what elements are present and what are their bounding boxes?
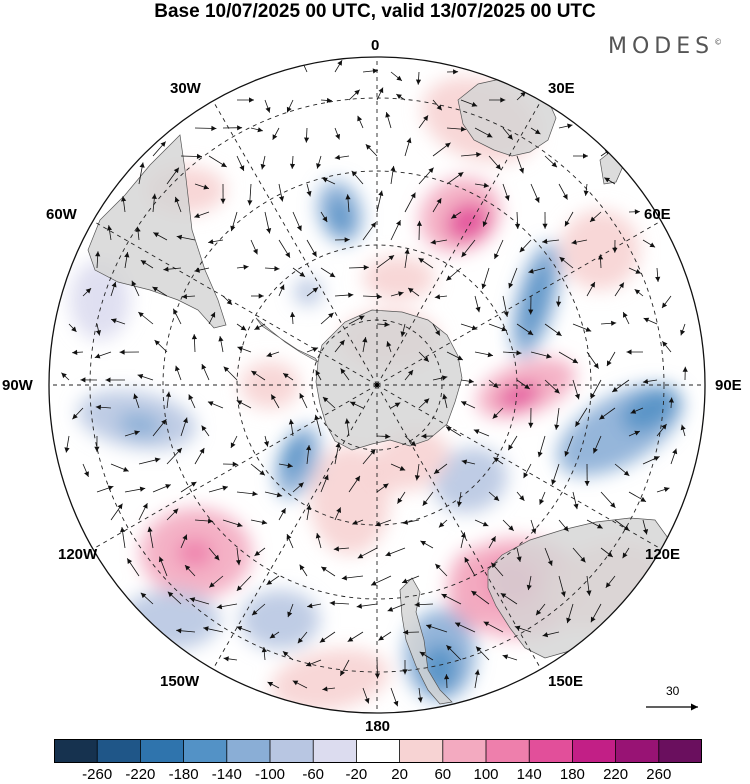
anomaly-blob [560,210,640,290]
reference-vector-arrow [646,704,698,711]
colorbar-tick: -180 [169,766,199,783]
colorbar-tick: 20 [391,766,408,783]
antarctica-land [316,310,462,450]
lon-label-150w: 150W [160,673,199,690]
colorbar-swatch [54,739,98,763]
colorbar-swatch [443,739,487,763]
colorbar-swatch [572,739,616,763]
colorbar-tick: -220 [125,766,155,783]
colorbar-swatch [184,739,228,763]
colorbar-swatch [486,739,530,763]
colorbar-tick: 60 [434,766,451,783]
anomaly-blob [240,590,320,650]
colorbar-swatch [313,739,357,763]
colorbar-swatch [97,739,141,763]
lon-label-120w: 120W [58,546,97,563]
lon-label-60e: 60E [644,206,671,223]
colorbar-swatch [659,739,702,763]
reference-vector-label: 30 [666,684,679,698]
lon-label-30w: 30W [170,80,201,97]
colorbar-swatch [227,739,270,763]
colorbar-swatch [616,739,660,763]
colorbar-tick-labels: -260 -220 -180 -140 -100 -60 -20 20 60 100 140 180 2… [0,766,750,784]
colorbar-tick: -100 [255,766,285,783]
lon-label-180: 180 [365,718,390,735]
colorbar-tick: 100 [473,766,498,783]
colorbar [54,739,702,763]
colorbar-tick: -140 [212,766,242,783]
colorbar-swatch [356,739,400,763]
colorbar-swatch [400,739,444,763]
colorbar-swatch [270,739,314,763]
anomaly-blob [120,590,220,650]
colorbar-tick: 180 [560,766,585,783]
lon-label-120e: 120E [645,546,680,563]
lon-label-90w: 90W [2,377,33,394]
colorbar-tick: -20 [346,766,368,783]
anomaly-blob [177,539,213,567]
colorbar-tick: 140 [517,766,542,783]
colorbar-swatch [529,739,573,763]
pole-dot [375,383,379,387]
lon-label-30e: 30E [548,80,575,97]
colorbar-tick: 220 [603,766,628,783]
colorbar-tick: -260 [82,766,112,783]
anomaly-blob [294,278,322,306]
lon-label-60w: 60W [46,206,77,223]
lon-label-90e: 90E [715,377,742,394]
colorbar-tick: -60 [302,766,324,783]
colorbar-tick: 260 [646,766,671,783]
lon-label-0: 0 [371,37,379,54]
colorbar-swatch [140,739,184,763]
lon-label-150e: 150E [548,673,583,690]
